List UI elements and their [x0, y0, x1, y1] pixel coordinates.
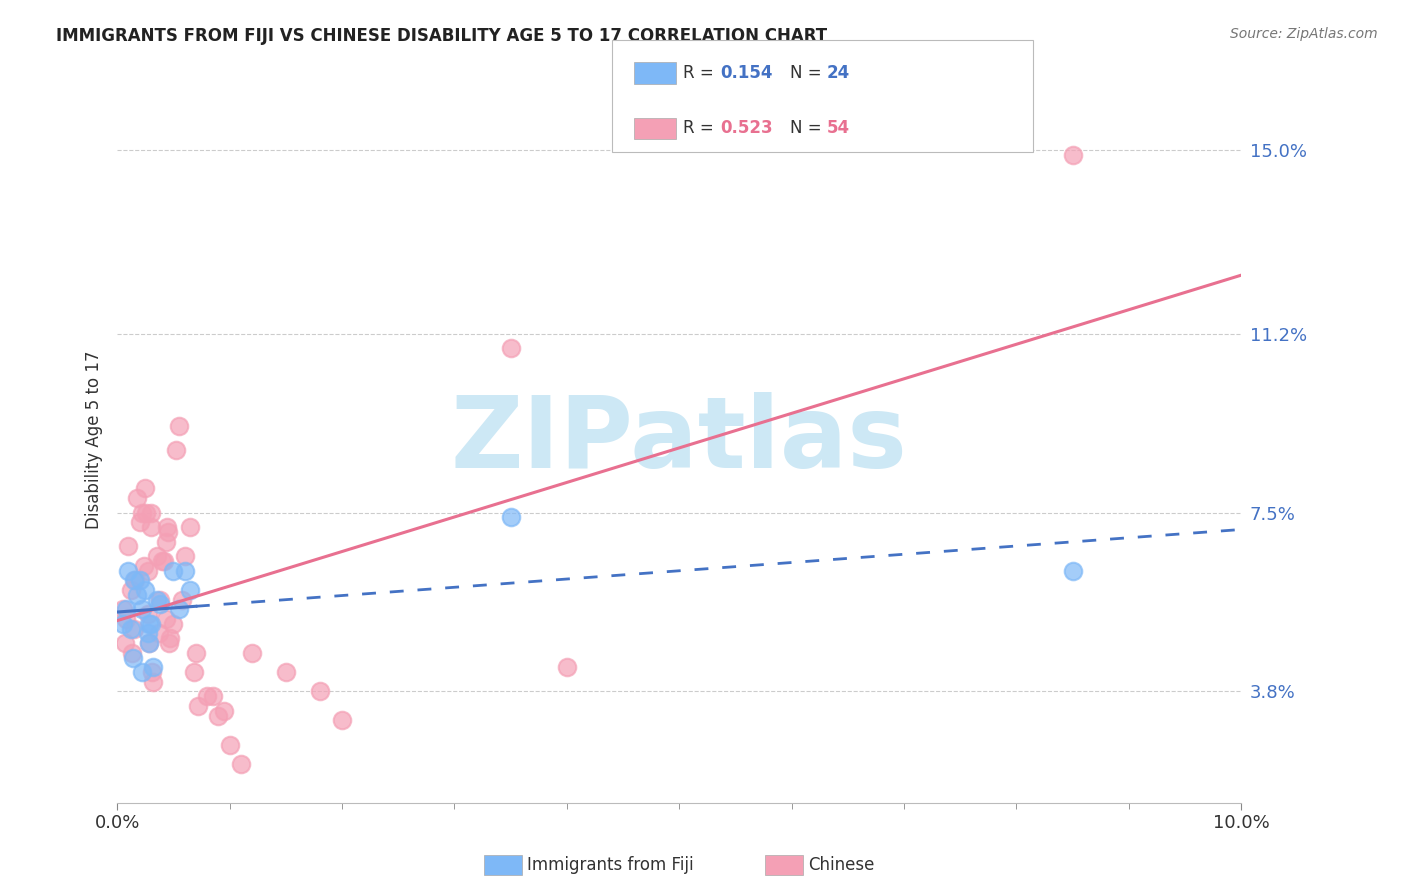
Point [120, 622, 142, 636]
Point [167, 602, 190, 616]
Text: 0.523: 0.523 [720, 120, 772, 137]
Text: Chinese: Chinese [808, 856, 875, 874]
Point [138, 616, 160, 631]
Point [179, 582, 201, 597]
Point [134, 582, 156, 597]
Point [499, 341, 522, 355]
Point [122, 573, 145, 587]
Text: R =: R = [683, 120, 720, 137]
Point [128, 573, 150, 587]
Point [114, 636, 136, 650]
Y-axis label: Disability Age 5 to 17: Disability Age 5 to 17 [86, 351, 103, 529]
Text: N =: N = [790, 120, 827, 137]
Point [212, 704, 235, 718]
Point [156, 520, 179, 534]
Point [183, 665, 205, 679]
Text: N =: N = [790, 64, 827, 82]
Point [134, 558, 156, 573]
Point [136, 607, 159, 621]
Point [274, 665, 297, 679]
Point [195, 690, 218, 704]
Point [555, 660, 578, 674]
Point [135, 506, 157, 520]
Point [121, 646, 143, 660]
Point [149, 598, 172, 612]
Point [124, 573, 146, 587]
Point [111, 602, 134, 616]
Point [159, 632, 181, 646]
Point [153, 554, 176, 568]
Text: 24: 24 [827, 64, 851, 82]
Point [139, 506, 162, 520]
Point [122, 650, 145, 665]
Point [127, 588, 149, 602]
Point [150, 554, 173, 568]
Point [155, 534, 177, 549]
Point [162, 564, 184, 578]
Point [115, 612, 138, 626]
Point [139, 616, 162, 631]
Point [308, 684, 330, 698]
Point [127, 491, 149, 505]
Point [157, 636, 180, 650]
Point [172, 592, 194, 607]
Point [136, 564, 159, 578]
Point [201, 690, 224, 704]
Text: Source: ZipAtlas.com: Source: ZipAtlas.com [1230, 27, 1378, 41]
Text: ZIPatlas: ZIPatlas [451, 392, 908, 489]
Point [156, 524, 179, 539]
Point [117, 540, 139, 554]
Point [131, 665, 153, 679]
Point [138, 636, 160, 650]
Point [142, 674, 165, 689]
Point [145, 549, 167, 563]
Point [165, 442, 187, 457]
Point [184, 646, 207, 660]
Point [187, 698, 209, 713]
Point [162, 616, 184, 631]
Point [141, 665, 163, 679]
Point [173, 564, 195, 578]
Point [155, 612, 177, 626]
Point [131, 506, 153, 520]
Point [167, 418, 190, 433]
Point [1062, 564, 1084, 578]
Text: Immigrants from Fiji: Immigrants from Fiji [527, 856, 695, 874]
Point [120, 582, 142, 597]
Point [139, 520, 162, 534]
Text: R =: R = [683, 64, 720, 82]
Point [207, 708, 229, 723]
Point [117, 564, 139, 578]
Point [240, 646, 263, 660]
Point [115, 602, 138, 616]
Point [229, 756, 252, 771]
Point [122, 622, 145, 636]
Text: IMMIGRANTS FROM FIJI VS CHINESE DISABILITY AGE 5 TO 17 CORRELATION CHART: IMMIGRANTS FROM FIJI VS CHINESE DISABILI… [56, 27, 827, 45]
Point [145, 592, 167, 607]
Point [218, 738, 240, 752]
Point [111, 616, 134, 631]
Point [134, 481, 156, 495]
Point [1062, 148, 1084, 162]
Point [173, 549, 195, 563]
Point [142, 660, 165, 674]
Point [179, 520, 201, 534]
Point [148, 626, 170, 640]
Point [128, 515, 150, 529]
Point [499, 510, 522, 524]
Text: 54: 54 [827, 120, 849, 137]
Point [138, 636, 160, 650]
Point [330, 714, 353, 728]
Point [149, 592, 172, 607]
Point [136, 626, 159, 640]
Point [131, 602, 153, 616]
Text: 0.154: 0.154 [720, 64, 772, 82]
